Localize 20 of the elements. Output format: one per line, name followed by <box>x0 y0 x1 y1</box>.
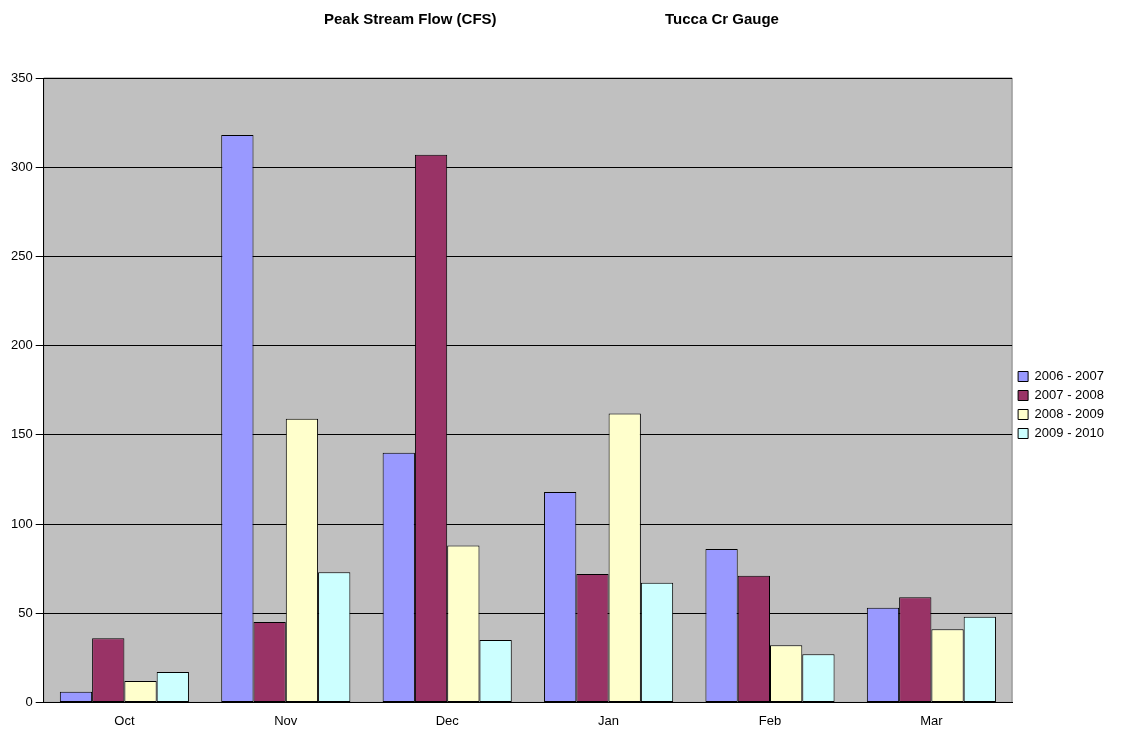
chart-subtitle: Tucca Cr Gauge <box>665 10 779 28</box>
legend-label: 2007 - 2008 <box>1034 387 1105 403</box>
legend-label: 2006 - 2007 <box>1034 368 1105 384</box>
x-tick-label: Nov <box>274 712 298 728</box>
x-tick-label: Dec <box>435 712 460 728</box>
y-tick-label: 200 <box>10 337 33 353</box>
y-tick-label: 50 <box>18 604 33 620</box>
y-tick-label: 150 <box>10 426 33 442</box>
y-tick-label: 0 <box>25 693 33 709</box>
x-tick-label: Mar <box>920 712 944 728</box>
legend-label: 2009 - 2010 <box>1034 425 1105 441</box>
y-tick-label: 250 <box>10 247 33 263</box>
y-tick-label: 350 <box>10 69 33 85</box>
legend-label: 2008 - 2009 <box>1034 406 1105 422</box>
x-tick-label: Jan <box>598 712 620 728</box>
y-tick-label: 300 <box>10 158 33 174</box>
chart-title: Peak Stream Flow (CFS) <box>324 10 497 28</box>
x-tick-label: Feb <box>758 712 782 728</box>
x-tick-label: Oct <box>114 712 135 728</box>
y-tick-label: 100 <box>10 515 33 531</box>
